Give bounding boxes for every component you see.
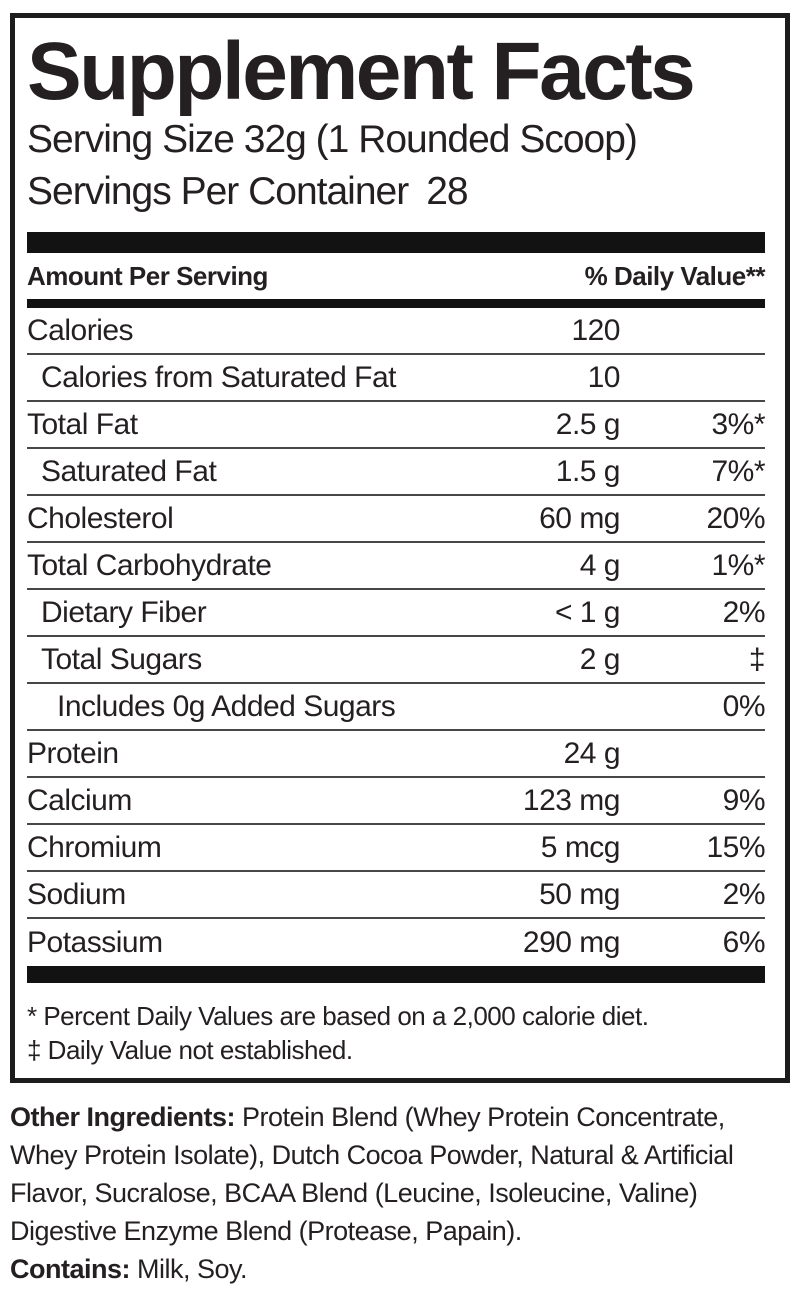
amount-value: 290 mg — [522, 925, 621, 959]
daily-value-percent: 2% — [722, 877, 766, 911]
amount-value: < 1 g — [554, 595, 621, 629]
table-row: Chromium 5 mcg 15% — [27, 825, 766, 872]
table-row: Potassium 290 mg 6% — [27, 919, 766, 966]
amount-value: 24 g — [563, 736, 621, 770]
nutrient-label: Includes 0g Added Sugars — [57, 689, 396, 723]
table-row: Calories from Saturated Fat 10 — [27, 355, 765, 402]
table-row: Includes 0g Added Sugars 0% — [27, 684, 766, 731]
nutrient-label: Potassium — [27, 925, 163, 959]
table-row: Calories 120 — [27, 308, 765, 355]
nutrient-label: Total Sugars — [41, 642, 202, 676]
amount-value: 5 mcg — [540, 830, 621, 864]
servings-per-container-value: 28 — [426, 170, 468, 213]
table-row: Saturated Fat 1.5 g 7%* — [27, 449, 766, 496]
daily-value-percent: 6% — [722, 925, 766, 959]
contains-label: Contains: — [10, 1254, 131, 1284]
amount-value: 123 mg — [522, 783, 621, 817]
amount-per-serving-header: Amount Per Serving — [27, 260, 268, 291]
nutrient-label: Calcium — [27, 783, 132, 817]
daily-value-percent: 1%* — [711, 548, 765, 582]
daily-value-header: % Daily Value** — [584, 260, 766, 291]
table-row: Total Sugars 2 g ‡ — [27, 637, 766, 684]
nutrient-label: Calories from Saturated Fat — [41, 360, 396, 394]
daily-value-percent: 7%* — [711, 454, 765, 488]
daily-value-percent: 20% — [706, 501, 765, 535]
other-ingredients-label: Other Ingredients: — [10, 1102, 236, 1132]
amount-value: 2.5 g — [555, 407, 621, 441]
table-row: Protein 24 g — [27, 731, 765, 778]
daily-value-percent: 3%* — [711, 407, 765, 441]
other-ingredients-paragraph: Other Ingredients: Protein Blend (Whey P… — [10, 1098, 790, 1250]
amount-value: 120 — [571, 313, 620, 347]
daily-value-percent: 9% — [722, 783, 766, 817]
daily-value-percent: 15% — [706, 830, 765, 864]
amount-value: 60 mg — [539, 501, 620, 535]
nutrient-label: Calories — [27, 313, 134, 347]
nutrient-label: Chromium — [27, 830, 162, 864]
serving-size-line: Serving Size 32g (1 Rounded Scoop) — [27, 114, 765, 166]
thick-divider-bar-top — [27, 232, 765, 253]
daily-value-percent: ‡ — [748, 642, 766, 676]
bottom-text-block: Other Ingredients: Protein Blend (Whey P… — [10, 1098, 790, 1288]
supplement-facts-panel: Supplement Facts Serving Size 32g (1 Rou… — [10, 13, 790, 1083]
medium-divider-bar — [27, 299, 765, 308]
table-row: Sodium 50 mg 2% — [27, 872, 766, 919]
thick-divider-bar-bottom — [27, 966, 765, 983]
table-row: Calcium 123 mg 9% — [27, 778, 766, 825]
nutrient-label: Protein — [27, 736, 119, 770]
servings-per-container-label: Servings Per Container — [27, 170, 409, 213]
servings-per-container-line: Servings Per Container 28 — [27, 166, 765, 218]
nutrient-label: Total Fat — [27, 407, 138, 441]
other-ingredients-text: Protein Blend (Whey Protein Concentrate,… — [10, 1102, 734, 1246]
column-header-row: Amount Per Serving % Daily Value** — [27, 253, 766, 299]
daily-value-percent: 0% — [722, 689, 766, 723]
table-row: Total Fat 2.5 g 3%* — [27, 402, 766, 449]
amount-value: 4 g — [579, 548, 621, 582]
nutrient-label: Cholesterol — [27, 501, 174, 535]
daily-value-percent: 2% — [722, 595, 766, 629]
contains-line: Contains: Milk, Soy. — [10, 1250, 790, 1288]
serving-size-text: Serving Size 32g (1 Rounded Scoop) — [27, 118, 638, 161]
table-row: Total Carbohydrate 4 g 1%* — [27, 543, 766, 590]
table-row: Cholesterol 60 mg 20% — [27, 496, 766, 543]
table-row: Dietary Fiber < 1 g 2% — [27, 590, 766, 637]
amount-value: 1.5 g — [555, 454, 621, 488]
nutrient-label: Dietary Fiber — [41, 595, 207, 629]
amount-value: 10 — [587, 360, 621, 394]
footnote-not-established: ‡ Daily Value not established. — [27, 1035, 353, 1065]
footnote-daily-values: * Percent Daily Values are based on a 2,… — [27, 1001, 649, 1031]
nutrient-label: Saturated Fat — [41, 454, 217, 488]
nutrient-label: Total Carbohydrate — [27, 548, 272, 582]
nutrient-label: Sodium — [27, 877, 126, 911]
panel-title: Supplement Facts — [27, 26, 696, 117]
nutrient-table: Calories 120 Calories from Saturated Fat… — [27, 308, 766, 966]
contains-text: Milk, Soy. — [130, 1254, 248, 1284]
amount-value: 2 g — [579, 642, 621, 676]
amount-value: 50 mg — [539, 877, 620, 911]
panel-inner: Supplement Facts Serving Size 32g (1 Rou… — [15, 30, 785, 1067]
footnotes: * Percent Daily Values are based on a 2,… — [27, 983, 765, 1067]
